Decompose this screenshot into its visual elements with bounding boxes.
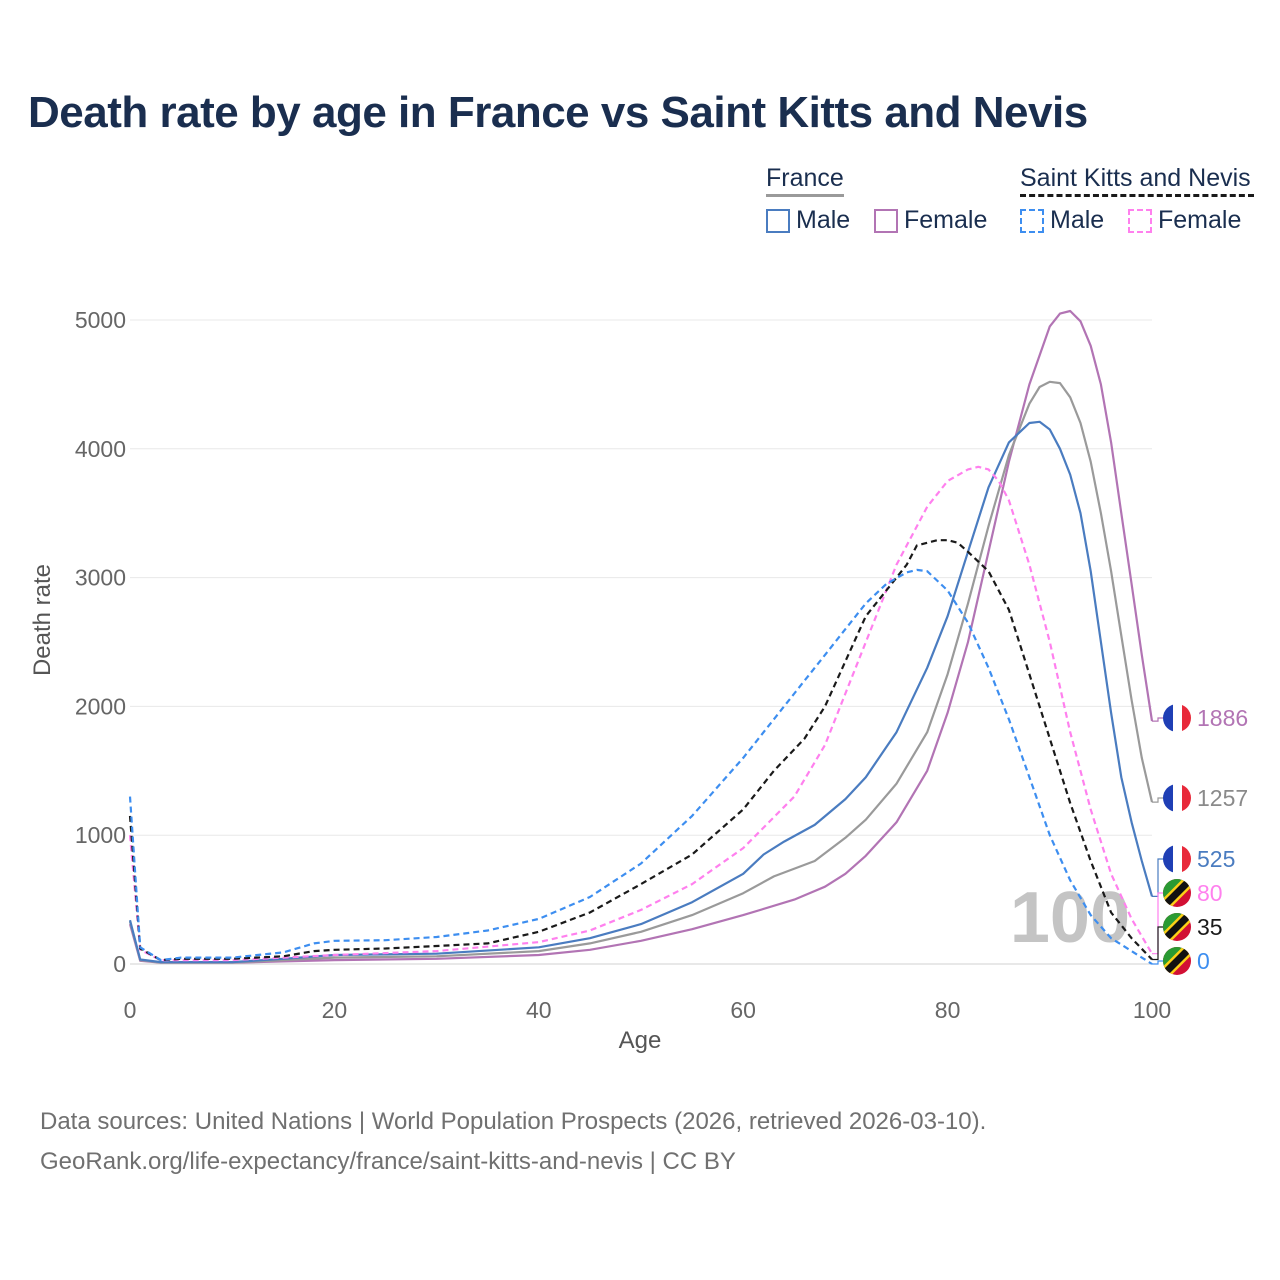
saint-kitts-flag-icon (1163, 879, 1191, 907)
end-label-value: 35 (1197, 914, 1223, 940)
flag-stripe-red (1182, 704, 1191, 732)
legend-group-title: Saint Kitts and Nevis (1020, 164, 1251, 192)
legend-group-title: France (766, 164, 844, 192)
chart-title: Death rate by age in France vs Saint Kit… (28, 88, 1088, 137)
legend-item-skn-male[interactable]: Male (1020, 206, 1104, 235)
x-axis-label: Age (619, 1027, 662, 1054)
series-line-france-total (128, 380, 1154, 964)
flag-stripe-blue (1163, 845, 1173, 873)
legend-swatch (1020, 208, 1044, 233)
legend-label: Female (904, 206, 988, 234)
end-labels: 1886 1257 525 80 35 0 (1152, 704, 1248, 975)
end-label-connector (1152, 892, 1164, 955)
x-tick-label: 100 (1133, 997, 1171, 1023)
series-line-france-female (128, 309, 1154, 964)
end-label-connector (1152, 926, 1164, 961)
y-tick-label: 3000 (75, 565, 126, 591)
series-line-saint-kitts-and-nevis-total (128, 539, 1153, 962)
flag-stripe-white (1173, 845, 1182, 873)
legend-line-dashed (1020, 194, 1254, 197)
france-flag-icon (1163, 845, 1191, 873)
flag-stripe-white (1173, 784, 1182, 812)
end-label-connector (1152, 960, 1164, 965)
legend-swatch (874, 208, 898, 233)
axes: 0 1000 2000 3000 4000 5000 0 20 40 60 80 100 (75, 307, 1171, 1023)
france-flag-icon (1163, 704, 1191, 732)
legend-item-skn-female[interactable]: Female (1128, 206, 1241, 235)
legend-label: Male (1050, 206, 1105, 234)
legend-label: Male (796, 206, 851, 234)
end-label-value: 525 (1197, 846, 1235, 872)
series-line-saint-kitts-and-nevis-male (128, 568, 1153, 965)
flag-stripe-white (1173, 704, 1182, 732)
series-line-saint-kitts-and-nevis-female (128, 465, 1153, 962)
footer-source: Data sources: United Nations | World Pop… (40, 1108, 987, 1135)
x-tick-label: 0 (124, 997, 137, 1023)
saint-kitts-flag-icon (1163, 947, 1191, 975)
y-tick-label: 1000 (75, 822, 126, 848)
end-label-value: 1886 (1197, 705, 1248, 731)
grid-lines (130, 319, 1152, 965)
watermark-year: 100 (1010, 878, 1130, 958)
saint-kitts-flag-icon (1163, 913, 1191, 941)
y-tick-label: 2000 (75, 693, 126, 719)
flag-stripe-red (1182, 845, 1191, 873)
end-label-connector (1152, 797, 1164, 803)
x-tick-label: 40 (526, 997, 552, 1023)
end-label-group: 1257 (1152, 784, 1248, 812)
end-label-connector (1152, 717, 1164, 722)
chart-plot: 100 0 1000 2000 3000 4000 5000 0 20 40 60 80 100 18… (29, 307, 1248, 1054)
legend-item-france-male[interactable]: Male (766, 206, 850, 235)
x-tick-label: 20 (322, 997, 348, 1023)
legend-item-france-female[interactable]: Female (874, 206, 987, 235)
legend-label: Female (1158, 206, 1242, 234)
y-tick-label: 5000 (75, 307, 126, 333)
end-label-group: 525 (1152, 845, 1235, 897)
x-tick-label: 60 (730, 997, 756, 1023)
y-tick-label: 4000 (75, 436, 126, 462)
series-group (128, 309, 1154, 965)
end-label-value: 1257 (1197, 785, 1248, 811)
end-label-value: 80 (1197, 880, 1223, 906)
legend-swatch (766, 208, 790, 233)
flag-stripe-blue (1163, 784, 1173, 812)
flag-stripe-blue (1163, 704, 1173, 732)
end-label-value: 0 (1197, 948, 1210, 974)
flag-stripe-red (1182, 784, 1191, 812)
y-axis-label: Death rate (29, 564, 56, 676)
x-tick-label: 80 (935, 997, 961, 1023)
france-flag-icon (1163, 784, 1191, 812)
legend-line-solid (766, 194, 844, 197)
footer-link[interactable]: GeoRank.org/life-expectancy/france/saint… (40, 1148, 736, 1175)
legend-swatch (1128, 208, 1152, 233)
end-label-group: 1886 (1152, 704, 1248, 732)
end-label-group: 0 (1152, 947, 1210, 975)
end-label-connector (1152, 858, 1164, 897)
y-tick-label: 0 (113, 951, 126, 977)
